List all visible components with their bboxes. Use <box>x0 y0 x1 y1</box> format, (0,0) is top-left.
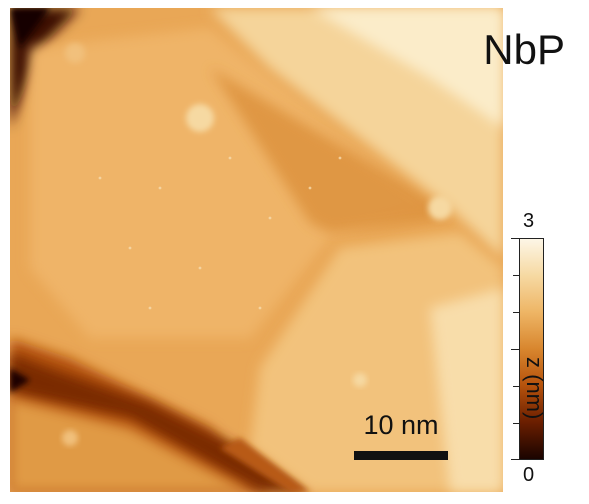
sample-label: NbP <box>483 26 565 73</box>
colorbar-tick <box>513 275 519 276</box>
colorbar-tick <box>511 238 519 239</box>
topography-map <box>10 8 503 492</box>
colorbar-tick <box>511 459 519 460</box>
colorbar <box>519 238 544 460</box>
colorbar-tick <box>513 386 519 387</box>
scale-bar <box>354 451 448 460</box>
colorbar-max-label: 3 <box>523 210 535 232</box>
stm-topography-image <box>10 8 503 492</box>
colorbar-tick <box>513 423 519 424</box>
colorbar-min-label: 0 <box>523 464 535 486</box>
colorbar-unit-label: z (nm) <box>522 357 547 420</box>
scale-bar-label: 10 nm <box>363 410 439 440</box>
colorbar-tick <box>511 349 519 350</box>
colorbar-tick <box>513 312 519 313</box>
